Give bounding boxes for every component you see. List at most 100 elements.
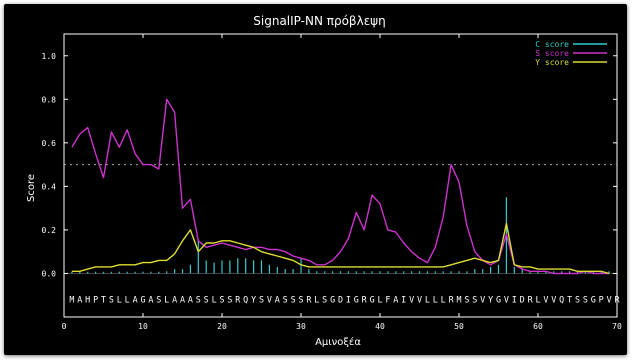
x-tick-label: 60 (533, 322, 543, 331)
sequence-residue: M (69, 295, 74, 305)
sequence-residue: T (101, 295, 106, 305)
x-tick-label: 10 (138, 322, 148, 331)
sequence-residue: M (456, 295, 461, 305)
sequence-residue: S (298, 295, 303, 305)
sequence-residue: S (227, 295, 232, 305)
sequence-residue: V (504, 295, 509, 305)
sequence-residue: L (117, 295, 122, 305)
y-axis: 0.0 0.2 0.4 0.6 0.8 1.0 (42, 52, 617, 278)
x-axis-label: Αμινοξέα (315, 336, 361, 348)
sequence-residue: A (393, 295, 398, 305)
y-tick-label: 0.2 (42, 226, 57, 235)
legend-label: Y score (535, 58, 569, 67)
chart-title: SignalIP-NN πρόβλεψη (253, 14, 386, 28)
sequence-residue: I (401, 295, 406, 305)
sequence-residue: A (180, 295, 185, 305)
sequence-residue: A (148, 295, 153, 305)
c-score-series (71, 197, 610, 274)
x-tick-label: 70 (612, 322, 622, 331)
sequence-residue: S (219, 295, 224, 305)
sequence-residue: L (425, 295, 430, 305)
sequence-residue: S (156, 295, 161, 305)
sequence-residue: A (275, 295, 280, 305)
sequence-residue: G (140, 295, 145, 305)
sequence-residue: I (512, 295, 517, 305)
sequence-residue: S (109, 295, 114, 305)
sequence-residue: V (480, 295, 485, 305)
y-tick-label: 0.4 (42, 182, 57, 191)
sequence-residue: V (543, 295, 548, 305)
sequence-residue: R (362, 295, 368, 305)
y-score-series (71, 222, 610, 275)
sequence-residue: R (614, 295, 620, 305)
sequence-residue: S (575, 295, 580, 305)
sequence-residue: L (441, 295, 446, 305)
y-tick-label: 1.0 (42, 52, 57, 61)
sequence-residue: V (417, 295, 422, 305)
sequence-residue: S (583, 295, 588, 305)
sequence-residue: P (599, 295, 604, 305)
sequence-residue: D (338, 295, 343, 305)
sequence-residue: G (591, 295, 596, 305)
chart-frame: SignalIP-NN πρόβλεψη 0.0 0.2 0.4 0.6 0.8 1.0 … (4, 4, 627, 355)
y-tick-label: 0.6 (42, 139, 57, 148)
x-tick-label: 20 (217, 322, 227, 331)
x-tick-label: 0 (62, 322, 67, 331)
sequence-residue: A (77, 295, 82, 305)
sequence-residue: P (93, 295, 98, 305)
sequence-residue: A (172, 295, 177, 305)
sequence-residue: Y (488, 295, 493, 305)
sequence-residue: L (212, 295, 217, 305)
plot-border (63, 33, 618, 318)
sequence-residue: L (377, 295, 382, 305)
s-score-line (71, 98, 610, 275)
sequence-residue: L (535, 295, 540, 305)
sequence-residue: S (322, 295, 327, 305)
sequence-residue: H (85, 295, 90, 305)
legend-label: C score (535, 40, 569, 49)
x-tick-label: 40 (375, 322, 385, 331)
sequence-residue: S (259, 295, 264, 305)
sequence-residue: Y (251, 295, 256, 305)
sequence-residue: S (291, 295, 296, 305)
sequence-residue: V (409, 295, 414, 305)
sequence-residue: L (125, 295, 130, 305)
sequence-residue: S (464, 295, 469, 305)
sequence-residue: R (528, 295, 534, 305)
sequence-residue: A (133, 295, 138, 305)
x-tick-label: 30 (296, 322, 306, 331)
sequence-residue: A (188, 295, 193, 305)
sequence-residue: G (354, 295, 359, 305)
legend-label: S score (535, 49, 569, 58)
sequence-residue: T (567, 295, 572, 305)
sequence-residue: L (314, 295, 319, 305)
sequence-residue: L (433, 295, 438, 305)
x-axis: 0 10 20 30 40 50 60 70 (62, 34, 622, 331)
sequence-residue: V (551, 295, 556, 305)
sequence-residue: Q (559, 295, 564, 305)
x-tick-label: 50 (454, 322, 464, 331)
sequence-residue: R (235, 295, 241, 305)
sequence-residue: S (196, 295, 201, 305)
sequence-residue: R (449, 295, 455, 305)
sequence-residue: G (370, 295, 375, 305)
s-score-series (71, 98, 610, 275)
sequence-residue: F (385, 295, 390, 305)
sequence-residue: D (520, 295, 525, 305)
sequence-residue: S (204, 295, 209, 305)
y-score-line (71, 222, 610, 275)
sequence-residue: L (164, 295, 169, 305)
sequence-residue: Q (243, 295, 248, 305)
y-tick-label: 0.0 (42, 269, 57, 278)
sequence-residue: G (330, 295, 335, 305)
sequence-residue: V (267, 295, 272, 305)
sequence-residue: R (306, 295, 312, 305)
sequence-residue: S (283, 295, 288, 305)
sequence-residue: V (607, 295, 612, 305)
y-axis-label: Score (26, 174, 37, 202)
sequence-residue: G (496, 295, 501, 305)
sequence-residue: I (346, 295, 351, 305)
